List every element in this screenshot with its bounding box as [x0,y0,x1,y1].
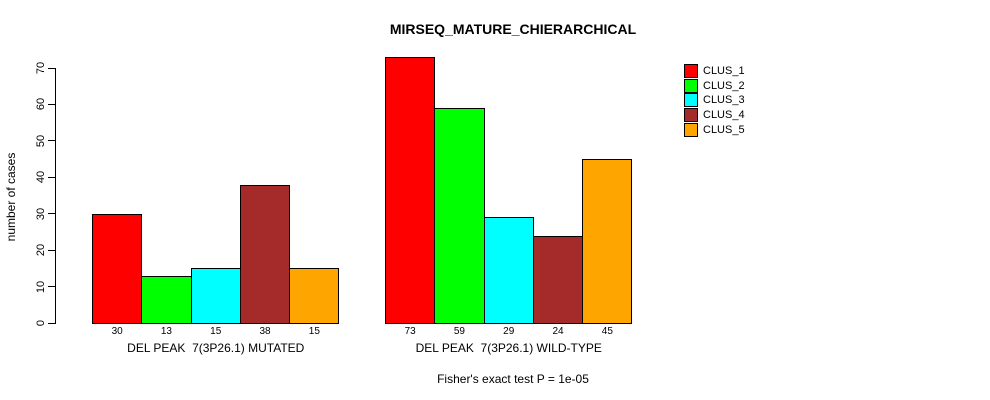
y-axis-line [55,68,56,324]
bar-clus_1-group1 [92,213,143,324]
y-axis-tick [48,213,55,215]
bar-clus_5-group2 [582,159,633,324]
bar-clus_2-group1 [141,275,192,324]
legend-label: CLUS_2 [703,79,745,92]
legend-label: CLUS_1 [703,65,745,77]
y-axis-tick [48,249,55,251]
y-axis-label: number of cases [4,152,18,242]
bar-clus_1-group2 [385,57,436,324]
annotation-text: Fisher's exact test P = 1e-05 [437,372,589,386]
bar-value-label: 15 [308,326,320,337]
bar-value-label: 59 [453,326,465,337]
legend-item-clus_1: CLUS_1 [684,64,784,78]
y-axis-tick-label: 10 [35,280,47,293]
legend-swatch [684,108,698,123]
bar-value-label: 13 [160,326,172,337]
y-axis-tick [48,140,55,142]
y-axis-tick-label: 20 [35,244,47,257]
chart-title: MIRSEQ_MATURE_CHIERARCHICAL [389,21,637,37]
bar-value-label: 73 [404,326,416,337]
bar-value-label: 45 [601,326,613,337]
y-axis-tick [48,67,55,69]
legend-item-clus_5: CLUS_5 [684,122,784,137]
bar-value-label: 29 [503,326,515,337]
bar-value-label: 30 [111,326,123,337]
y-axis-tick-label: 0 [35,319,47,327]
bar-value-label: 38 [259,326,271,337]
bar-clus_3-group1 [190,268,241,324]
y-axis-tick [48,322,55,324]
bar-clus_3-group2 [483,217,534,324]
bar-clus_2-group2 [434,108,485,324]
legend-item-clus_2: CLUS_2 [684,78,784,93]
legend-swatch [684,93,698,108]
legend-swatch [684,78,698,93]
legend-label: CLUS_4 [703,109,745,122]
legend-item-clus_3: CLUS_3 [684,93,784,108]
legend-swatch [684,64,698,78]
group-label: DEL PEAK 7(3P26.1) WILD-TYPE [415,341,602,355]
bar-value-label: 15 [210,326,222,337]
bar-clus_5-group1 [289,268,340,324]
y-axis-tick-label: 50 [35,134,47,147]
y-axis-tick-label: 30 [35,207,47,220]
bar-clus_4-group2 [532,235,584,324]
y-axis-tick [48,286,55,288]
y-axis-tick [48,176,55,178]
bar-value-label: 24 [552,326,564,337]
y-axis-tick-label: 40 [35,171,47,184]
bar-clus_4-group1 [239,184,291,324]
legend-label: CLUS_5 [703,123,745,136]
legend-swatch [684,122,698,137]
y-axis-tick-label: 70 [35,61,47,75]
y-axis-tick-label: 60 [35,98,47,111]
legend-label: CLUS_3 [703,94,745,107]
y-axis-tick [48,103,55,105]
group-label: DEL PEAK 7(3P26.1) MUTATED [127,341,305,355]
legend-item-clus_4: CLUS_4 [684,108,784,123]
